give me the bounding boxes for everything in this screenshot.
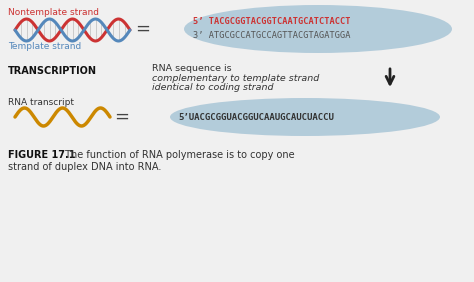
Text: FIGURE 17.1: FIGURE 17.1 xyxy=(8,150,75,160)
Text: identical to coding strand: identical to coding strand xyxy=(152,83,273,92)
Text: Nontemplate strand: Nontemplate strand xyxy=(8,8,99,17)
Ellipse shape xyxy=(184,5,452,53)
Text: Template strand: Template strand xyxy=(8,42,81,51)
Ellipse shape xyxy=(170,98,440,136)
Text: complementary to template strand: complementary to template strand xyxy=(152,74,319,83)
Text: =: = xyxy=(114,108,129,126)
Text: The function of RNA polymerase is to copy one: The function of RNA polymerase is to cop… xyxy=(62,150,295,160)
Text: 5’ TACGCGGTACGGTCAATGCATCTACCT: 5’ TACGCGGTACGGTCAATGCATCTACCT xyxy=(193,17,350,25)
Text: strand of duplex DNA into RNA.: strand of duplex DNA into RNA. xyxy=(8,162,161,172)
Text: 5’UACGCGGUACGGUCAAUGCAUCUACCU: 5’UACGCGGUACGGUCAAUGCAUCUACCU xyxy=(178,113,334,122)
Text: TRANSCRIPTION: TRANSCRIPTION xyxy=(8,66,97,76)
Text: 3’ ATGCGCCATGCCAGTTACGTAGATGGA: 3’ ATGCGCCATGCCAGTTACGTAGATGGA xyxy=(193,32,350,41)
Text: RNA sequence is: RNA sequence is xyxy=(152,64,232,73)
Text: =: = xyxy=(135,20,150,38)
Text: RNA transcript: RNA transcript xyxy=(8,98,74,107)
